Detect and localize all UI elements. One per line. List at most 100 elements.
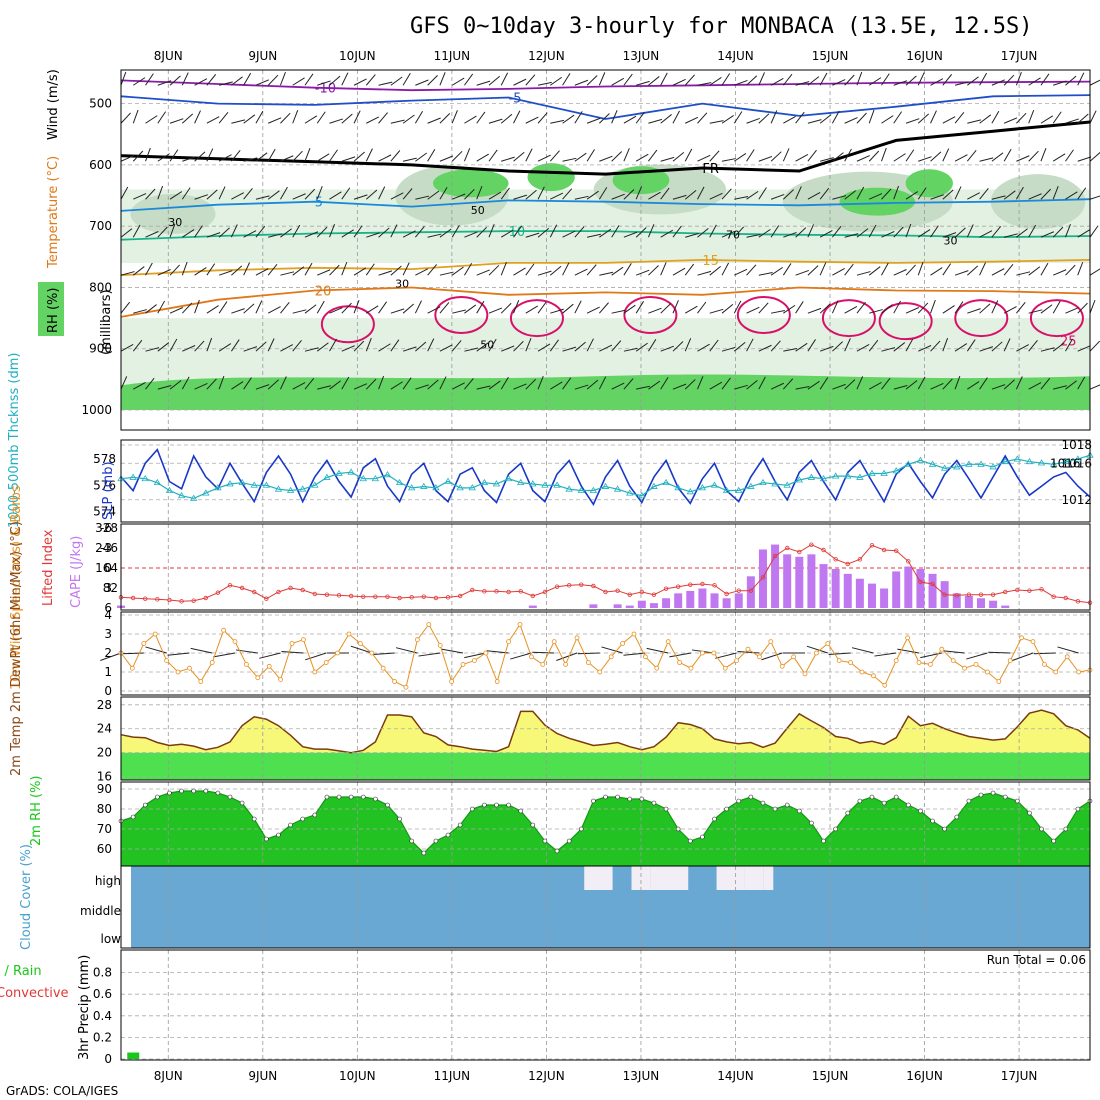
wind-barb xyxy=(243,114,256,124)
isotherm-line xyxy=(120,198,1091,212)
wind-barb xyxy=(611,193,625,200)
wind-barb xyxy=(451,77,465,86)
wind-barb xyxy=(930,151,942,162)
wind-barb xyxy=(231,381,244,390)
rh2m-point xyxy=(736,798,742,804)
wind-barb xyxy=(182,156,196,162)
cape-bar xyxy=(528,605,537,608)
wind-barb xyxy=(464,652,486,659)
thickness-tick-label: 576 xyxy=(93,478,116,492)
wind-barb xyxy=(255,300,263,314)
pressure-tick-label: 900 xyxy=(89,342,112,356)
wind-barb xyxy=(758,376,766,390)
wind-barb xyxy=(954,301,964,314)
wind-barb xyxy=(770,78,784,86)
thickness-point xyxy=(371,474,380,482)
cape-bar xyxy=(843,573,852,608)
rh2m-point xyxy=(833,826,838,832)
wind-barb xyxy=(133,381,146,390)
lifted-index-point xyxy=(264,596,269,601)
thickness-point xyxy=(492,480,501,487)
rh2m-point xyxy=(385,802,390,808)
wind-barb xyxy=(966,224,974,238)
wind-barb xyxy=(1089,110,1097,124)
wind-barb xyxy=(169,118,184,124)
wind-barb xyxy=(966,652,988,660)
wind-barb xyxy=(758,228,771,238)
wind10m-point xyxy=(255,675,261,681)
cloud-clear-high xyxy=(584,866,613,890)
lifted-index-point xyxy=(373,594,378,599)
wind-barb xyxy=(881,73,890,86)
wind-barb xyxy=(574,152,587,162)
lifted-index-point xyxy=(1063,595,1068,601)
wind10m-point xyxy=(529,654,534,660)
wind-barb xyxy=(1003,148,1012,162)
wind-barb xyxy=(100,652,122,661)
rh2m-point xyxy=(906,802,911,808)
thickness-point xyxy=(420,482,428,489)
wind-barb xyxy=(599,344,613,352)
cloud-level-label: high xyxy=(95,874,121,888)
thickness-point xyxy=(250,481,258,488)
wind10m-point xyxy=(198,679,204,684)
lifted-index-point xyxy=(579,582,584,587)
isotherm-label: -10 xyxy=(315,82,336,97)
wind-barb xyxy=(1012,652,1034,661)
wind-barb xyxy=(120,155,134,162)
wind-barb xyxy=(1065,264,1076,276)
wind10m-tick-label: 3 xyxy=(104,627,112,641)
wind-barb xyxy=(267,190,280,200)
wind-barb xyxy=(378,301,388,314)
cape-bar xyxy=(807,554,816,608)
wind-barb xyxy=(856,376,864,390)
wind10m-point xyxy=(654,665,660,671)
wind-barb xyxy=(525,74,536,86)
wind-barb xyxy=(243,188,253,200)
wind-barb xyxy=(709,381,723,390)
wind-barb xyxy=(966,339,976,352)
wind10m-point xyxy=(1007,658,1013,663)
wind-barb xyxy=(930,110,937,124)
wind-barb xyxy=(316,153,330,162)
rh2m-label: 2m RH (%) xyxy=(29,775,44,846)
wind10m-point xyxy=(700,650,705,656)
wind-barb xyxy=(856,228,869,238)
lifted-index-point xyxy=(179,599,184,604)
wind-barb xyxy=(917,187,927,200)
lifted-index-point xyxy=(385,594,390,599)
temp-tick-label: 28 xyxy=(97,698,112,712)
wind-barb xyxy=(268,233,282,238)
wind-barb xyxy=(145,347,160,352)
thickness-point xyxy=(286,486,295,493)
wind-barb xyxy=(365,337,372,352)
wind-barb xyxy=(353,225,363,238)
lifted-index-point xyxy=(688,582,693,587)
lifted-index-point xyxy=(167,597,172,603)
cloud-panel: high middle low xyxy=(80,865,1091,949)
isotherm-25-loop xyxy=(1029,299,1084,338)
rh2m-point xyxy=(433,838,439,844)
thickness-point xyxy=(359,474,367,482)
wind-barb xyxy=(1077,113,1089,124)
wind-barb xyxy=(623,73,633,86)
wind-barb xyxy=(476,269,490,276)
wind-barb xyxy=(807,339,816,352)
wind-barb xyxy=(329,191,342,200)
wind-barb xyxy=(795,111,805,124)
wind-barb xyxy=(1040,231,1055,238)
wind-barb xyxy=(1040,262,1049,276)
wind-barb xyxy=(537,186,545,200)
wind-barb xyxy=(537,112,548,124)
wind-barb xyxy=(869,193,883,200)
wind10m-point xyxy=(928,662,933,667)
wind-barb xyxy=(646,647,669,654)
wind-barb xyxy=(1089,299,1096,314)
rh2m-point xyxy=(227,794,233,800)
wind-barb xyxy=(194,194,208,200)
wind-barb xyxy=(365,189,378,200)
temp-tick-label: 20 xyxy=(97,746,112,760)
wind10m-point xyxy=(871,673,876,679)
wind-barb xyxy=(169,191,183,200)
wind-barb xyxy=(783,231,797,238)
